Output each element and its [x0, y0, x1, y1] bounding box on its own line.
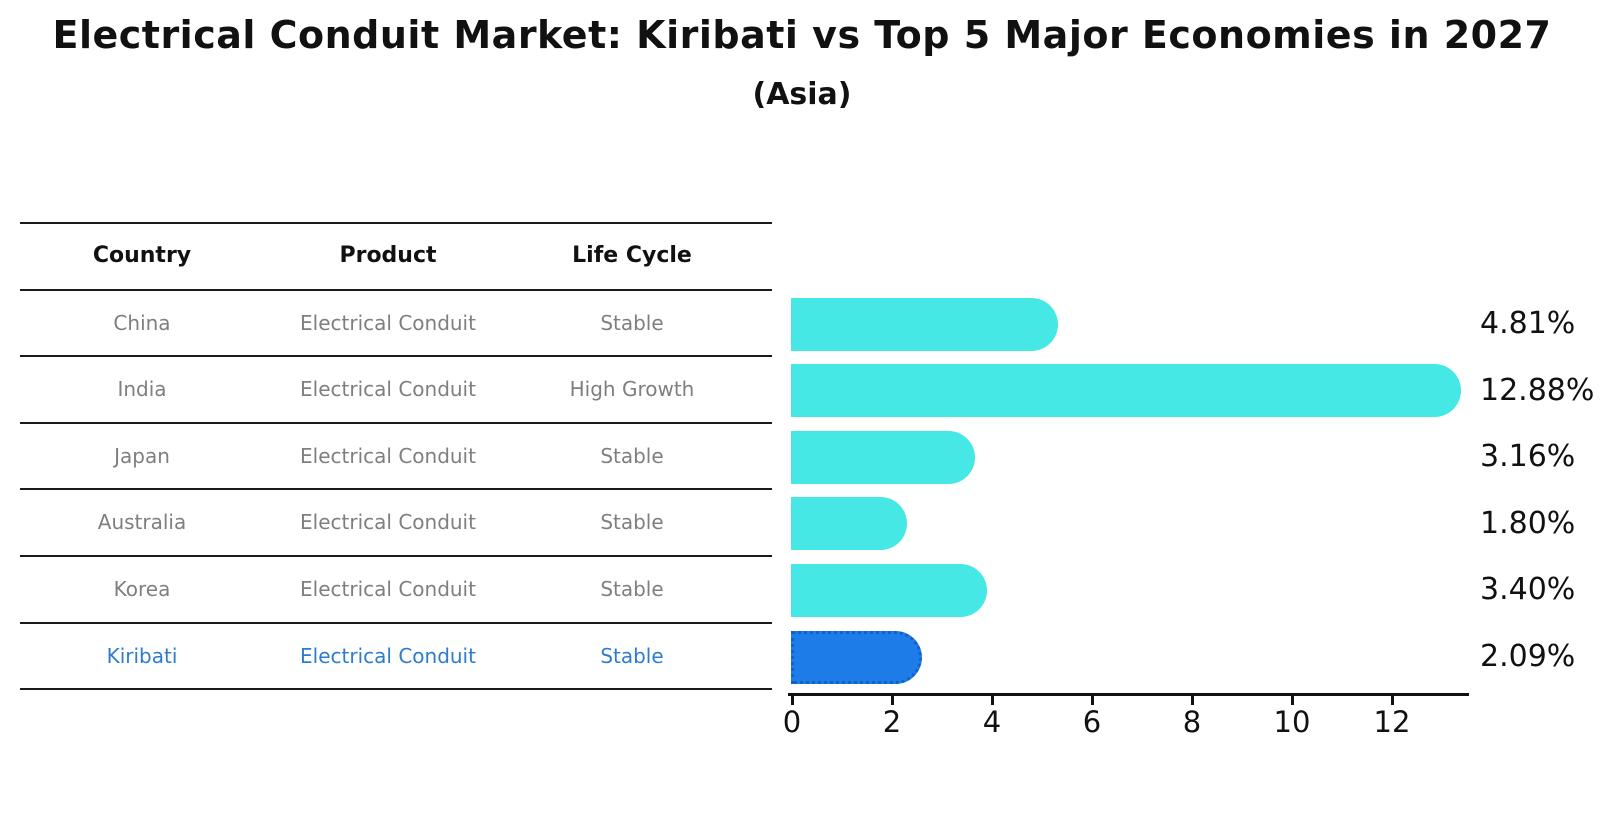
bar-korea: [791, 563, 987, 617]
cell-life-cycle: Stable: [600, 510, 664, 535]
cell-country: China: [113, 310, 171, 335]
cell-life-cycle: High Growth: [569, 377, 695, 402]
value-label-kiribati: 2.09%: [1480, 639, 1576, 674]
cell-country: Australia: [97, 510, 187, 535]
cell-country: Kiribati: [106, 643, 178, 668]
cell-life-cycle: Stable: [600, 643, 664, 668]
bar-australia: [791, 497, 907, 551]
column-header-product: Product: [339, 243, 437, 268]
table-divider: [20, 222, 772, 224]
cell-country: Japan: [114, 443, 170, 468]
bar-china: [791, 297, 1058, 351]
value-label-australia: 1.80%: [1480, 505, 1576, 541]
cell-life-cycle: Stable: [600, 310, 664, 335]
table-divider: [20, 555, 772, 557]
cell-product: Electrical Conduit: [300, 377, 476, 402]
table-divider: [20, 421, 772, 424]
chart-subtitle: (Asia): [752, 77, 852, 112]
table-divider: [20, 488, 772, 491]
x-axis-tick-label: 2: [882, 705, 902, 739]
x-axis-tick: [990, 696, 994, 705]
table-divider: [20, 688, 772, 691]
x-axis-tick: [1390, 696, 1394, 705]
value-label-china: 4.81%: [1480, 306, 1576, 341]
x-axis-tick: [1090, 696, 1094, 705]
table-divider: [20, 621, 772, 624]
cell-product: Electrical Conduit: [300, 643, 476, 668]
table-divider: [20, 288, 772, 291]
cell-product: Electrical Conduit: [300, 310, 476, 335]
bar-japan: [791, 430, 975, 484]
cell-product: Electrical Conduit: [300, 443, 476, 468]
value-label-india: 12.88%: [1480, 372, 1595, 408]
x-axis-line: [788, 693, 1469, 696]
column-header-lifecycle: Life Cycle: [572, 243, 692, 268]
bar-india: [791, 364, 1461, 418]
column-header-country: Country: [92, 243, 192, 268]
value-label-korea: 3.40%: [1480, 572, 1576, 608]
cell-country: Korea: [113, 576, 171, 601]
bar-kiribati-highlighted: [791, 630, 922, 684]
table-divider: [20, 355, 772, 358]
cell-life-cycle: Stable: [600, 443, 664, 468]
x-axis-tick: [890, 696, 894, 705]
cell-product: Electrical Conduit: [300, 576, 476, 601]
x-axis-tick-label: 12: [1373, 705, 1411, 739]
x-axis-tick-label: 6: [1082, 705, 1102, 739]
cell-life-cycle: Stable: [600, 576, 664, 601]
x-axis-tick-label: 4: [982, 705, 1002, 739]
x-axis-tick: [1190, 696, 1194, 705]
chart-title: Electrical Conduit Market: Kiribati vs T…: [52, 13, 1552, 57]
x-axis-tick-label: 8: [1182, 705, 1202, 739]
x-axis-tick-label: 10: [1273, 705, 1311, 739]
cell-product: Electrical Conduit: [300, 510, 476, 535]
x-axis-tick: [790, 696, 794, 705]
x-axis-tick-label: 0: [782, 705, 802, 739]
cell-country: India: [117, 377, 167, 402]
x-axis-tick: [1290, 696, 1294, 705]
value-label-japan: 3.16%: [1480, 439, 1576, 475]
